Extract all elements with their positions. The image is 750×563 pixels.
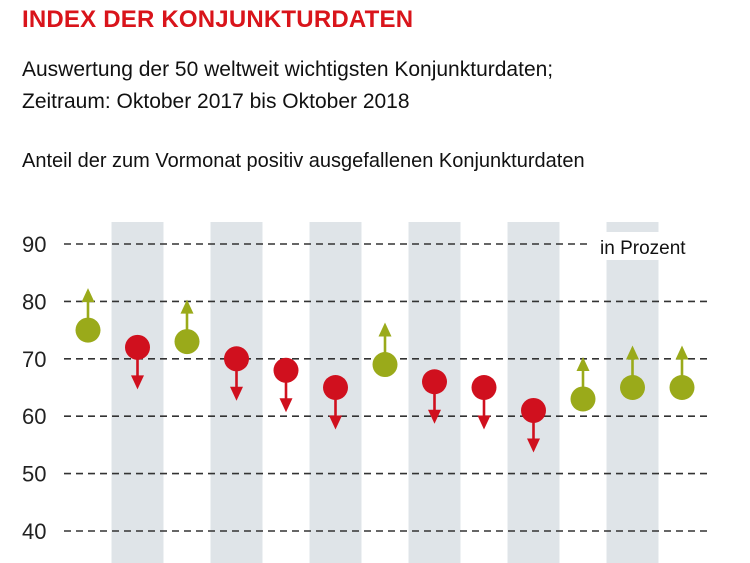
unit-label: in Prozent [600,238,686,259]
y-tick-label: 50 [22,462,46,487]
arrow-up-icon [81,288,95,303]
arrow-up-icon [180,299,194,314]
arrow-up-icon [378,322,392,337]
arrow-down-icon [428,409,441,424]
data-point-marker [323,375,348,400]
y-tick-label: 60 [22,404,46,429]
arrow-up-icon [626,345,639,360]
data-point-marker [372,352,398,378]
data-point-marker [224,346,249,372]
arrow-down-icon [131,375,144,390]
y-tick-label: 40 [22,519,46,544]
data-point-marker [125,334,150,360]
chart-title: INDEX DER KONJUNKTURDATEN [22,6,414,33]
arrow-up-icon [576,356,590,371]
data-point-down [323,375,348,430]
data-point-marker [471,375,497,400]
background-band [507,222,560,563]
y-tick-label: 70 [22,347,46,372]
arrow-down-icon [329,415,342,430]
data-point-down [521,397,546,453]
unit-label-background [590,232,710,260]
background-band [111,222,164,563]
data-point-marker [422,369,447,395]
data-point-marker [620,375,645,400]
arrow-down-icon [279,398,293,413]
data-point-down [471,375,497,430]
chart-plot: 90 80 70 60 50 40 in Prozent [22,222,712,563]
arrow-down-icon [527,438,540,453]
data-point-marker [521,397,546,423]
data-point-marker [669,375,695,400]
subtitle-line-2: Zeitraum: Oktober 2017 bis Oktober 2018 [22,90,410,113]
data-point-marker [75,317,101,343]
y-tick-labels: 90 80 70 60 50 40 [22,232,46,544]
arrow-down-icon [230,386,243,401]
data-point-marker [273,357,299,383]
y-axis-label: Anteil der zum Vormonat positiv ausgefal… [22,150,585,172]
data-point-up [620,345,645,400]
arrow-down-icon [477,415,491,430]
data-point-down [125,334,150,390]
data-point-up [75,288,101,343]
data-point-marker [174,329,200,355]
arrow-up-icon [675,345,689,360]
data-markers [75,288,695,453]
data-point-down [273,357,299,413]
data-point-up [570,356,596,412]
chart-subtitle: Auswertung der 50 weltweit wichtigsten K… [22,54,553,118]
data-point-marker [570,386,596,412]
y-tick-label: 90 [22,232,46,257]
data-point-down [224,346,249,401]
data-point-up [372,322,398,378]
subtitle-line-1: Auswertung der 50 weltweit wichtigsten K… [22,58,554,81]
data-point-up [669,345,695,400]
data-point-up [174,299,200,355]
data-point-down [422,369,447,424]
y-tick-label: 80 [22,289,46,314]
